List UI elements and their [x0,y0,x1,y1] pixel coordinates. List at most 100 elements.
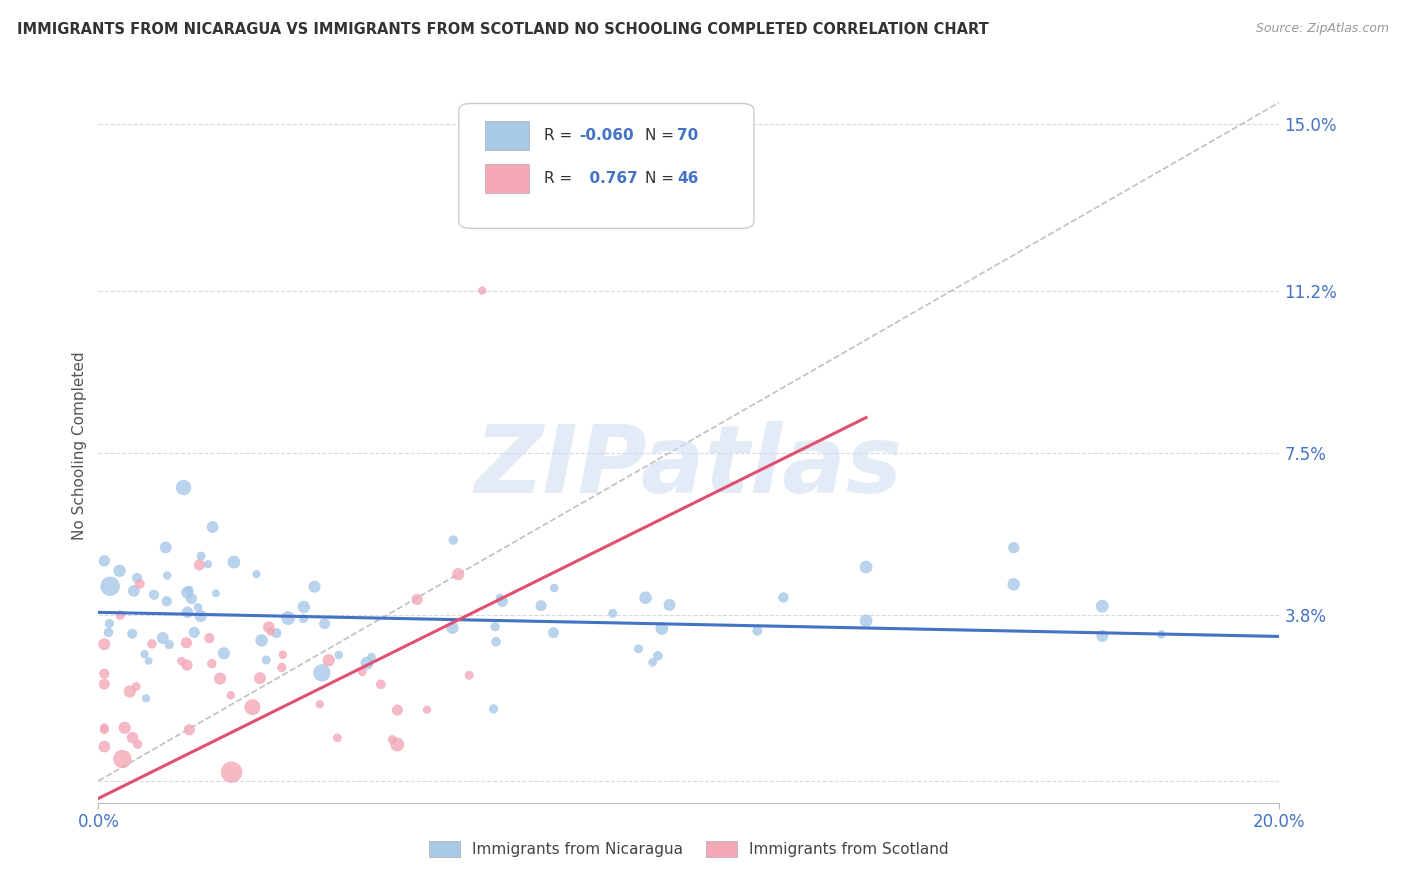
Point [441,533,464,548]
Text: IMMIGRANTS FROM NICARAGUA VS IMMIGRANTS FROM SCOTLAND NO SCHOOLING COMPLETED COR: IMMIGRANTS FROM NICARAGUA VS IMMIGRANTS … [17,22,988,37]
Point [406,592,429,607]
Point [204,586,226,600]
Point [93,666,115,681]
Point [221,765,243,780]
Point [111,752,134,766]
Point [179,723,201,737]
Point [271,648,294,662]
Point [108,608,131,623]
Point [482,702,505,716]
Text: N =: N = [645,171,679,186]
Point [98,616,121,631]
Point [602,607,624,621]
Point [176,636,198,650]
Point [416,703,439,717]
Point [198,631,221,645]
Point [747,624,769,638]
Point [381,732,404,747]
Point [114,721,136,735]
Point [627,641,650,656]
Point [121,626,143,640]
Point [155,541,177,555]
Text: R =: R = [544,171,576,186]
Point [93,723,115,737]
Point [138,654,160,668]
Point [458,668,481,682]
Point [855,614,877,628]
Point [311,665,333,680]
Point [179,583,201,598]
Point [1150,627,1173,641]
Point [1002,577,1025,591]
Point [135,691,157,706]
Point [156,568,179,582]
Point [543,581,565,595]
Text: -0.060: -0.060 [579,128,634,143]
Point [292,612,315,626]
Point [360,650,382,665]
Point [93,739,115,754]
Point [122,583,145,598]
Point [118,684,141,698]
Text: 46: 46 [678,171,699,186]
Point [266,626,288,640]
Point [1091,629,1114,643]
Point [447,567,470,582]
Point [641,656,664,670]
Point [93,554,115,568]
Point [658,598,681,612]
Point [530,599,553,613]
Point [219,688,242,702]
Point [127,737,149,751]
Point [257,620,280,634]
FancyBboxPatch shape [458,103,754,228]
Point [156,594,179,608]
Point [125,571,148,585]
Point [222,555,245,569]
Point [370,677,392,691]
Text: N =: N = [645,128,679,143]
Text: 70: 70 [678,128,699,143]
Point [441,621,464,635]
Point [634,591,657,605]
Point [245,567,267,582]
FancyBboxPatch shape [485,164,530,193]
Point [543,625,565,640]
Point [93,677,115,691]
Point [651,622,673,636]
Point [352,665,374,679]
Point [188,558,211,572]
Point [318,653,340,667]
Point [187,600,209,615]
Point [277,611,299,625]
Point [93,721,115,735]
Point [141,637,163,651]
Point [157,638,180,652]
Point [242,700,264,714]
Point [197,558,219,572]
Point [855,560,877,574]
Y-axis label: No Schooling Completed: No Schooling Completed [72,351,87,541]
Point [98,579,121,593]
Point [201,520,224,534]
Text: ZIPatlas: ZIPatlas [475,421,903,514]
Point [471,284,494,298]
Point [250,633,273,648]
Point [208,672,231,686]
Point [484,620,506,634]
Point [108,564,131,578]
FancyBboxPatch shape [485,121,530,150]
Point [304,580,326,594]
Point [387,703,409,717]
Point [249,671,271,685]
Point [1091,599,1114,614]
Point [772,591,794,605]
Point [1002,541,1025,555]
Text: 0.767: 0.767 [579,171,638,186]
Point [173,481,195,495]
Point [97,625,120,640]
Point [489,591,512,605]
Point [201,657,224,671]
Point [180,591,202,606]
Point [176,585,198,599]
